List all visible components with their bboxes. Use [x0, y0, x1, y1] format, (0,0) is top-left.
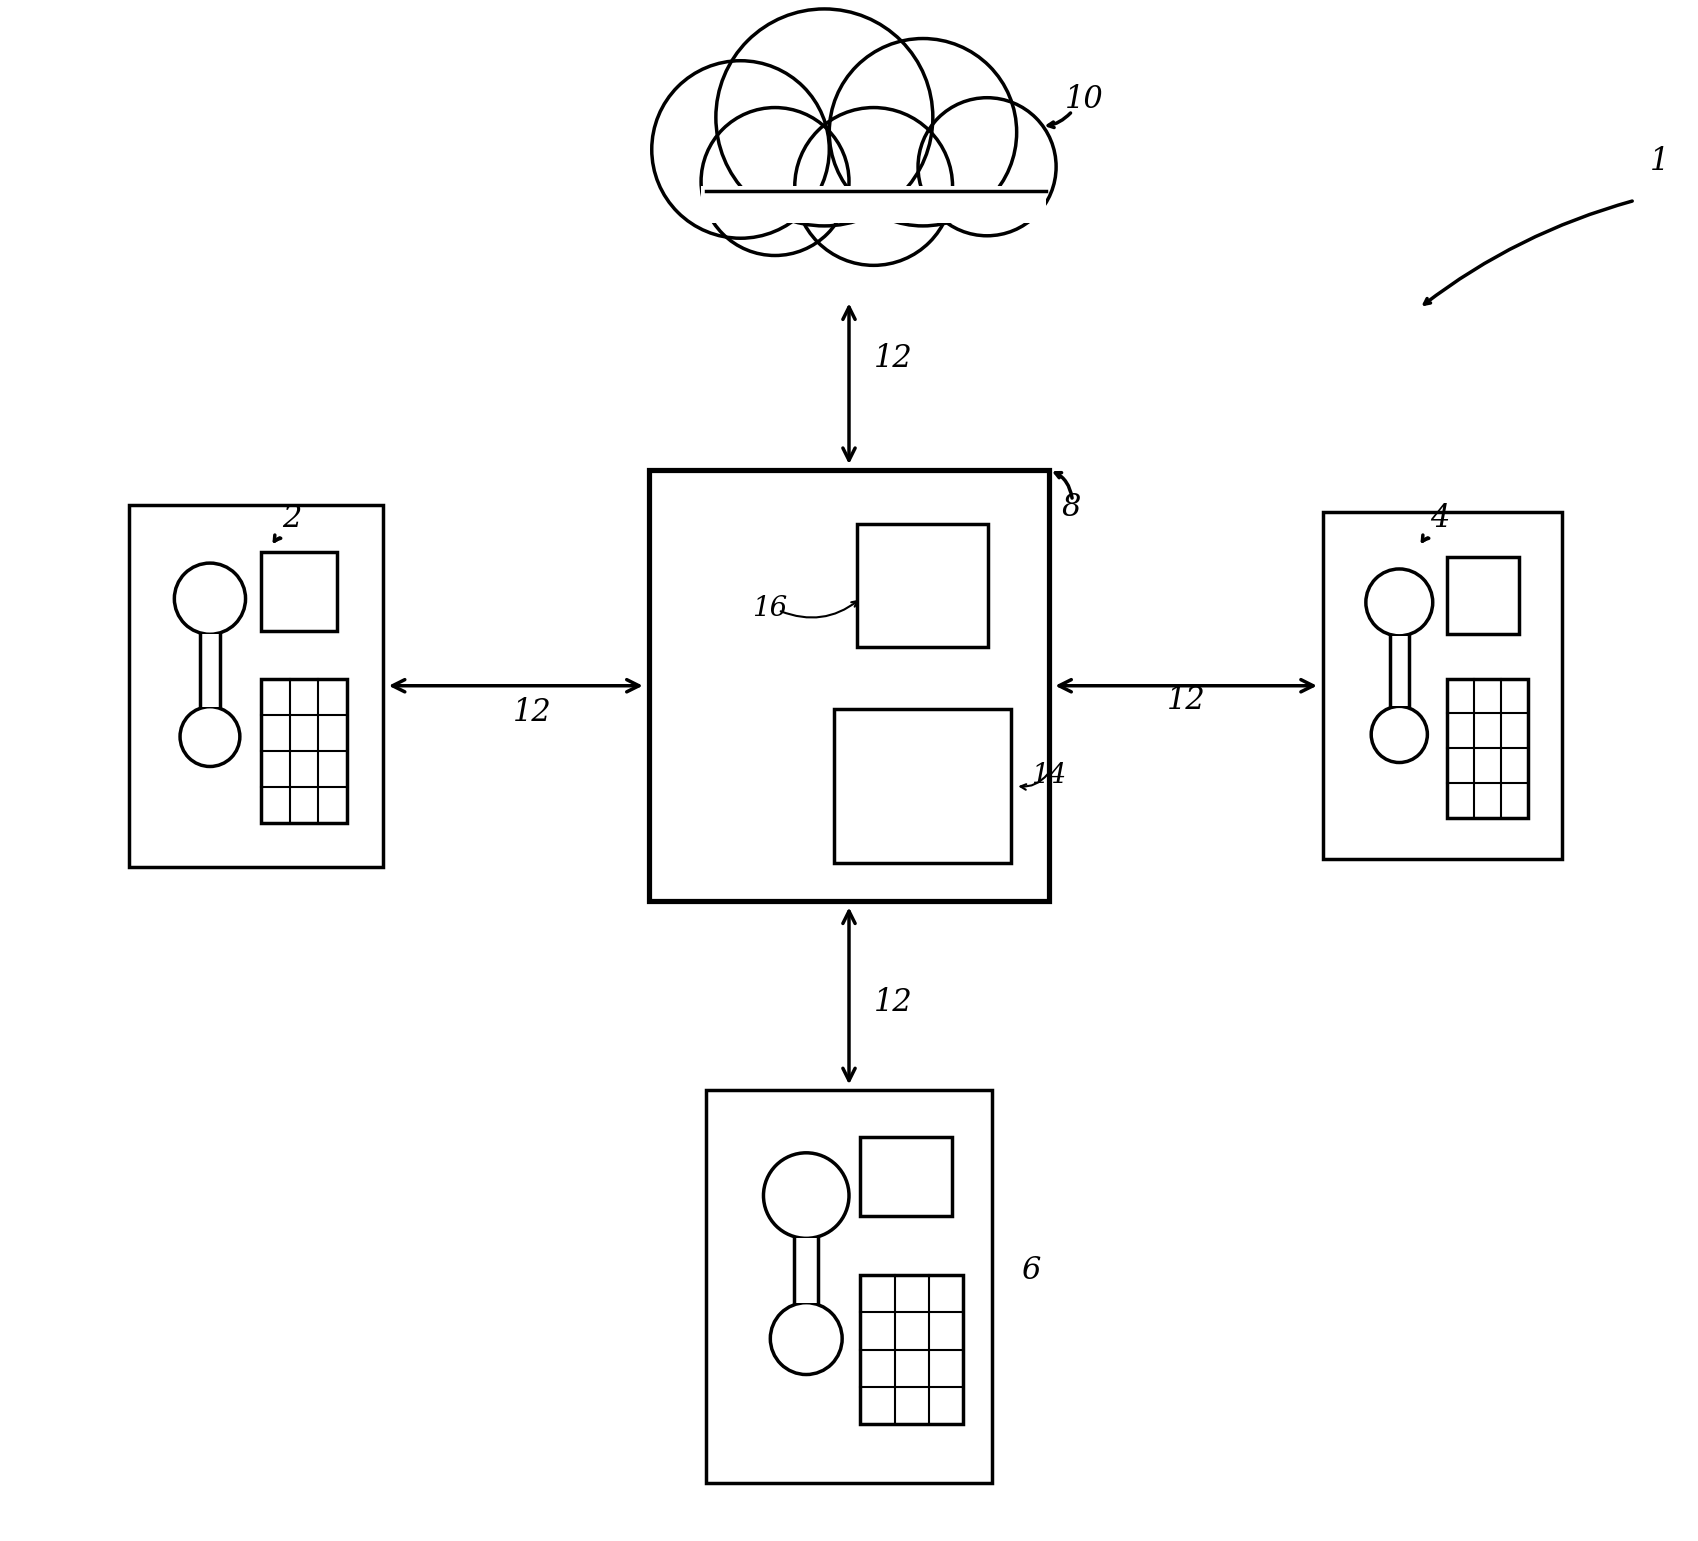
Bar: [706, 1091, 992, 1482]
Text: 12: 12: [513, 697, 552, 729]
Circle shape: [919, 97, 1056, 236]
Text: 12: 12: [1167, 684, 1206, 717]
Circle shape: [180, 707, 239, 766]
Bar: [1323, 512, 1562, 860]
Bar: [857, 524, 988, 647]
Text: 16: 16: [752, 595, 788, 623]
Circle shape: [701, 108, 849, 256]
Bar: [795, 1239, 818, 1302]
Bar: [261, 678, 348, 823]
Text: 14: 14: [1031, 761, 1066, 789]
Circle shape: [717, 9, 932, 227]
Bar: [861, 1137, 951, 1216]
Bar: [701, 186, 1046, 223]
Circle shape: [175, 562, 246, 635]
Bar: [1391, 636, 1409, 706]
Text: 6: 6: [1022, 1254, 1041, 1287]
Circle shape: [1372, 706, 1428, 763]
Text: 4: 4: [1430, 502, 1450, 535]
Text: 2: 2: [282, 502, 301, 535]
Bar: [1447, 680, 1528, 817]
Text: 10: 10: [1065, 83, 1104, 116]
Text: 1: 1: [1650, 145, 1669, 177]
Text: 12: 12: [874, 342, 912, 374]
Circle shape: [652, 60, 829, 239]
Bar: [200, 635, 221, 707]
Circle shape: [764, 1153, 849, 1239]
Bar: [649, 470, 1049, 901]
Circle shape: [795, 108, 953, 265]
Circle shape: [829, 39, 1017, 227]
Text: 12: 12: [874, 986, 912, 1019]
Bar: [834, 709, 1010, 863]
Bar: [1447, 558, 1518, 633]
Bar: [261, 552, 338, 632]
Bar: [861, 1274, 963, 1424]
Circle shape: [1365, 569, 1433, 636]
Text: 8: 8: [1061, 492, 1082, 524]
Bar: [129, 504, 382, 866]
Circle shape: [771, 1302, 842, 1375]
